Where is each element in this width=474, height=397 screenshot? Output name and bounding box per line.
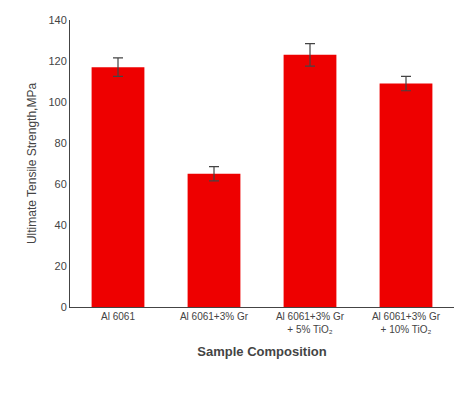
svg-text:100: 100 <box>48 96 66 108</box>
svg-text:140: 140 <box>48 14 66 26</box>
svg-text:60: 60 <box>55 178 67 190</box>
svg-text:40: 40 <box>55 219 67 231</box>
svg-text:120: 120 <box>48 55 66 67</box>
svg-text:Sample Composition: Sample Composition <box>197 344 326 359</box>
svg-text:0: 0 <box>61 301 67 313</box>
svg-text:Al 6061+3% Gr+ 5% TiO₂: Al 6061+3% Gr+ 5% TiO₂ <box>276 311 345 335</box>
svg-text:Ultimate Tensile Strength,MPa: Ultimate Tensile Strength,MPa <box>25 83 39 245</box>
svg-text:Al 6061: Al 6061 <box>101 311 135 322</box>
svg-text:Al 6061+3% Gr: Al 6061+3% Gr <box>180 311 249 322</box>
svg-text:Al 6061+3% Gr+ 10% TiO₂: Al 6061+3% Gr+ 10% TiO₂ <box>372 311 441 335</box>
svg-text:20: 20 <box>55 260 67 272</box>
svg-text:80: 80 <box>55 137 67 149</box>
